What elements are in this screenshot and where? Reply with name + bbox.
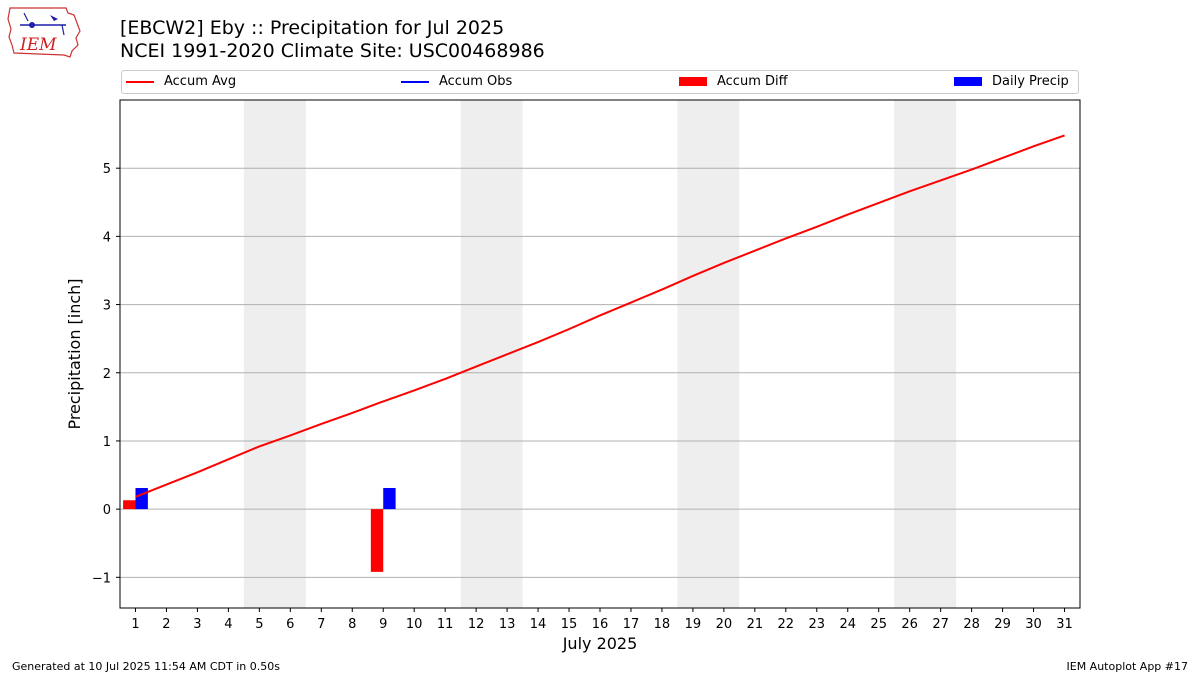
weekend-band-2 — [677, 100, 740, 608]
legend-daily-precip: Daily Precip — [954, 74, 1069, 89]
y-tick-label-6: 5 — [103, 162, 111, 177]
x-axis-ticks: 1 2 3 4 5 6 7 8 9 10 11 12 13 14 15 16 17 18 19 20 21 22 23 24 2… — [131, 608, 1073, 632]
x-tick-label-30: 30 — [1025, 617, 1042, 632]
weekend-band-3 — [894, 100, 957, 608]
logo-text: IEM — [19, 35, 57, 55]
accum-diff-bar-day-9 — [370, 509, 384, 572]
y-tick-label-3: 2 — [103, 367, 111, 382]
x-tick-label-12: 12 — [468, 617, 485, 632]
iem-logo-icon: IEM — [7, 7, 81, 58]
legend-accum-diff-swatch — [679, 77, 707, 86]
legend-daily-precip-label: Daily Precip — [992, 74, 1069, 89]
chart-title: [EBCW2] Eby :: Precipitation for Jul 202… — [120, 17, 505, 39]
x-tick-label-6: 6 — [286, 617, 294, 632]
legend-accum-diff-label: Accum Diff — [717, 74, 788, 89]
y-tick-label-2: 1 — [103, 435, 111, 450]
x-tick-label-5: 5 — [255, 617, 263, 632]
x-tick-label-18: 18 — [654, 617, 671, 632]
legend-accum-obs-swatch — [401, 80, 429, 83]
x-tick-label-24: 24 — [839, 617, 856, 632]
line-marks — [135, 134, 1065, 498]
x-tick-label-28: 28 — [963, 617, 980, 632]
y-axis-ticks: −1 0 1 2 3 4 5 — [92, 162, 120, 586]
x-tick-label-31: 31 — [1056, 617, 1073, 632]
y-tick-label-4: 3 — [103, 299, 111, 314]
chart-legend: Accum Avg Accum Obs Accum Diff Daily Pre… — [121, 70, 1079, 94]
x-tick-label-8: 8 — [348, 617, 356, 632]
x-tick-label-19: 19 — [685, 617, 702, 632]
x-tick-label-27: 27 — [932, 617, 949, 632]
x-tick-label-17: 17 — [623, 617, 640, 632]
x-tick-label-22: 22 — [778, 617, 795, 632]
x-tick-label-21: 21 — [747, 617, 764, 632]
weekend-band-0 — [243, 100, 306, 608]
legend-accum-obs-label: Accum Obs — [439, 74, 513, 89]
x-tick-label-23: 23 — [809, 617, 826, 632]
x-tick-label-26: 26 — [901, 617, 918, 632]
legend-accum-avg: Accum Avg — [126, 74, 236, 89]
x-tick-label-4: 4 — [224, 617, 232, 632]
x-tick-label-15: 15 — [561, 617, 578, 632]
y-tick-label-1: 0 — [103, 503, 111, 518]
legend-accum-avg-label: Accum Avg — [164, 74, 237, 89]
legend-accum-diff: Accum Diff — [679, 74, 788, 89]
footer-generated: Generated at 10 Jul 2025 11:54 AM CDT in… — [12, 660, 280, 673]
accum-diff-bar-day-1 — [123, 500, 136, 510]
x-tick-label-11: 11 — [437, 617, 454, 632]
daily-precip-bar-day-1 — [135, 487, 148, 510]
weekend-band-1 — [460, 100, 523, 608]
footer-app: IEM Autoplot App #17 — [1066, 660, 1189, 673]
x-tick-label-10: 10 — [406, 617, 423, 632]
accum-avg-line — [135, 134, 1065, 498]
x-tick-label-1: 1 — [131, 617, 139, 632]
x-tick-label-25: 25 — [870, 617, 887, 632]
x-tick-label-13: 13 — [499, 617, 516, 632]
x-axis-label: July 2025 — [562, 634, 638, 653]
weekend-bands — [243, 100, 957, 608]
legend-accum-obs: Accum Obs — [401, 74, 512, 89]
daily-precip-bar-day-9 — [383, 487, 396, 510]
x-tick-label-14: 14 — [530, 617, 547, 632]
chart-subtitle: NCEI 1991-2020 Climate Site: USC00468986 — [120, 40, 545, 62]
legend-accum-avg-swatch — [126, 80, 154, 83]
x-tick-label-29: 29 — [994, 617, 1011, 632]
grid-lines — [120, 167, 1080, 578]
x-tick-label-3: 3 — [193, 617, 201, 632]
legend-daily-precip-swatch — [954, 77, 982, 86]
x-tick-label-20: 20 — [716, 617, 733, 632]
x-tick-label-7: 7 — [317, 617, 325, 632]
x-tick-label-16: 16 — [592, 617, 609, 632]
y-tick-label-5: 4 — [103, 230, 111, 245]
x-tick-label-9: 9 — [379, 617, 387, 632]
x-tick-label-2: 2 — [162, 617, 170, 632]
y-tick-label-0: −1 — [92, 571, 111, 586]
y-axis-label: Precipitation [inch] — [65, 278, 84, 429]
